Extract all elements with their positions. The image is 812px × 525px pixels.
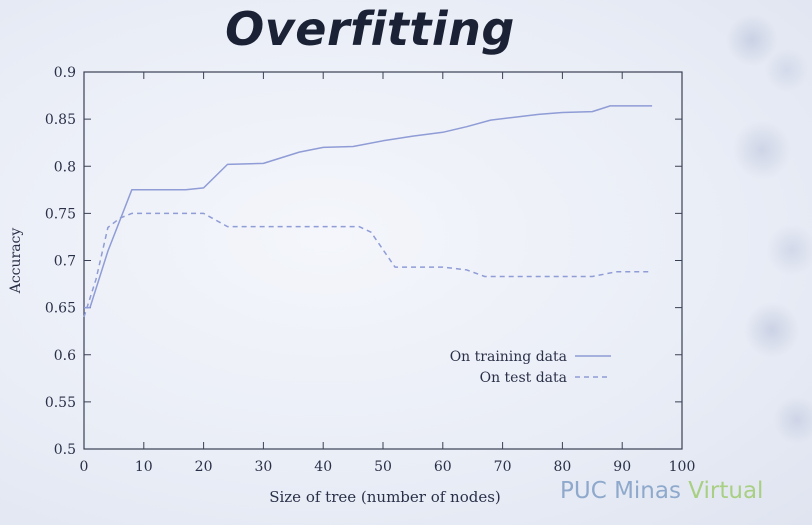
y-tick-label: 0.6 <box>54 348 76 364</box>
y-tick-label: 0.7 <box>54 254 76 270</box>
legend-label: On training data <box>450 349 567 365</box>
x-tick-label: 0 <box>80 459 89 475</box>
x-tick-label: 20 <box>195 459 213 475</box>
x-tick-label: 70 <box>494 459 512 475</box>
x-tick-label: 80 <box>553 459 571 475</box>
y-tick-label: 0.9 <box>54 65 76 81</box>
x-tick-label: 10 <box>135 459 153 475</box>
series-line-test <box>83 212 653 318</box>
decorative-bokeh <box>692 0 812 525</box>
x-tick-label: 60 <box>434 459 452 475</box>
legend-label: On test data <box>480 370 567 386</box>
y-axis-label: Accuracy <box>8 228 24 295</box>
x-tick-label: 100 <box>669 459 696 475</box>
x-tick-label: 50 <box>374 459 392 475</box>
y-tick-label: 0.5 <box>54 442 76 458</box>
series-line-training <box>84 105 653 309</box>
x-tick-label: 90 <box>613 459 631 475</box>
slide-title: Overfitting <box>225 2 515 56</box>
x-axis-label: Size of tree (number of nodes) <box>269 488 501 506</box>
brand-logo: PUC Minas Virtual <box>560 478 763 504</box>
y-tick-label: 0.55 <box>45 395 76 411</box>
y-tick-label: 0.75 <box>45 206 76 222</box>
y-tick-label: 0.85 <box>45 112 76 128</box>
x-tick-label: 40 <box>314 459 332 475</box>
x-tick-label: 30 <box>254 459 272 475</box>
y-tick-label: 0.65 <box>45 301 76 317</box>
brand-accent-text: Virtual <box>688 478 764 504</box>
plot-frame <box>83 71 683 450</box>
brand-text: PUC Minas <box>560 478 689 504</box>
y-tick-label: 0.8 <box>54 159 76 175</box>
